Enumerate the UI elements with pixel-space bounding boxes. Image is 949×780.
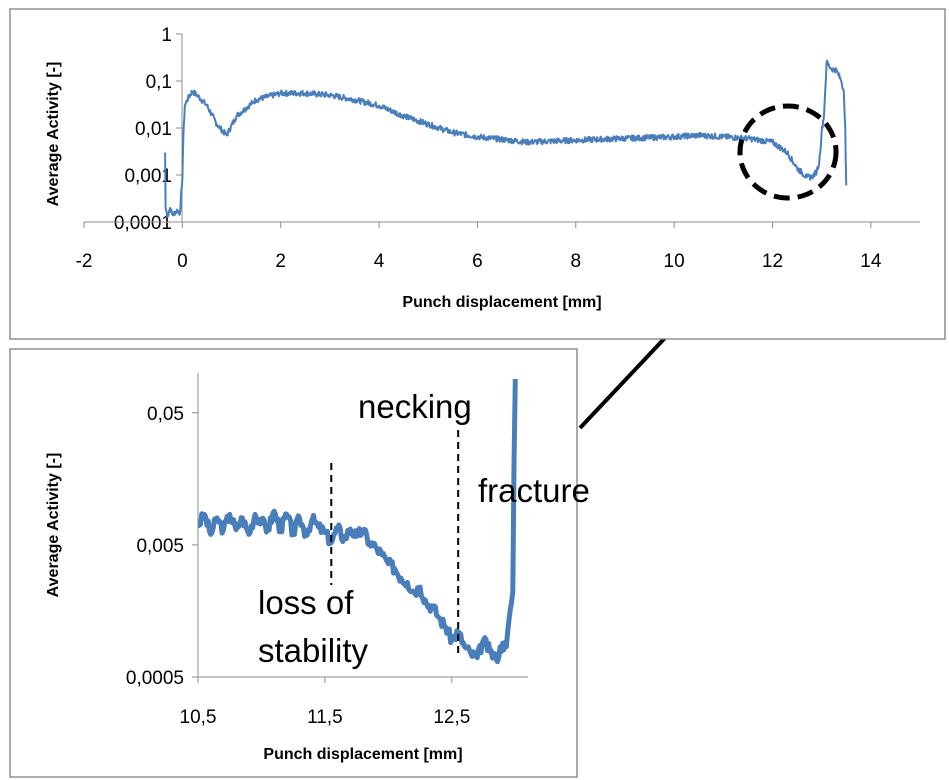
zoom-y-tick-label: 0,005 bbox=[136, 536, 184, 557]
overview-chart: 0,0001 0,001 0,01 0,1 1 -2 0 2 4 6 8 10 12 14 Punch … bbox=[9, 8, 946, 340]
zoom-series-line bbox=[196, 378, 518, 665]
overview-y-tick-label: 0,1 bbox=[146, 72, 172, 93]
zoom-y-axis-title: Average Activity [-] bbox=[45, 453, 62, 598]
zoom-x-axis: 10,5 11,5 12,5 bbox=[180, 676, 528, 728]
zoom-y-tick-label: 0,05 bbox=[147, 404, 184, 425]
overview-y-axis: 0,0001 0,001 0,01 0,1 1 bbox=[114, 25, 183, 234]
overview-x-tick-label: 8 bbox=[570, 251, 581, 272]
zoom-y-tick-label: 0,0005 bbox=[126, 668, 184, 689]
annotation-loss-of-stability-line1: loss of bbox=[258, 584, 354, 621]
overview-x-axis: -2 0 2 4 6 8 10 12 14 bbox=[76, 221, 920, 272]
overview-x-axis-title: Punch displacement [mm] bbox=[402, 294, 601, 311]
overview-x-tick-label: -2 bbox=[76, 251, 93, 272]
zoom-x-tick-label: 11,5 bbox=[307, 707, 343, 728]
overview-x-tick-label: 2 bbox=[275, 251, 286, 272]
overview-y-tick-label: 0,0001 bbox=[114, 213, 172, 234]
overview-y-tick-label: 0,01 bbox=[135, 119, 172, 140]
overview-y-tick-label: 1 bbox=[161, 25, 172, 46]
annotation-necking: necking bbox=[358, 388, 472, 425]
overview-x-tick-label: 14 bbox=[860, 251, 882, 272]
overview-x-tick-label: 12 bbox=[762, 251, 783, 272]
annotation-loss-of-stability-line2: stability bbox=[258, 632, 369, 669]
overview-x-tick-label: 0 bbox=[177, 251, 188, 272]
zoom-x-tick-label: 10,5 bbox=[180, 707, 217, 728]
overview-series-line bbox=[164, 59, 848, 218]
overview-y-tick-label: 0,001 bbox=[124, 166, 172, 187]
zoom-chart-frame bbox=[9, 348, 578, 778]
overview-y-axis-title: Average Activity [-] bbox=[45, 62, 62, 207]
zoom-y-axis: 0,0005 0,005 0,05 bbox=[126, 373, 199, 689]
highlight-ellipse bbox=[737, 103, 839, 201]
overview-x-tick-label: 4 bbox=[374, 251, 385, 272]
zoom-x-tick-label: 12,5 bbox=[433, 707, 470, 728]
zoom-chart: 0,0005 0,005 0,05 10,5 11,5 12,5 loss of sta… bbox=[9, 348, 590, 778]
annotation-fracture: fracture bbox=[478, 472, 590, 509]
zoom-x-axis-title: Punch displacement [mm] bbox=[263, 746, 462, 763]
overview-x-tick-label: 10 bbox=[664, 251, 685, 272]
overview-x-tick-label: 6 bbox=[472, 251, 483, 272]
